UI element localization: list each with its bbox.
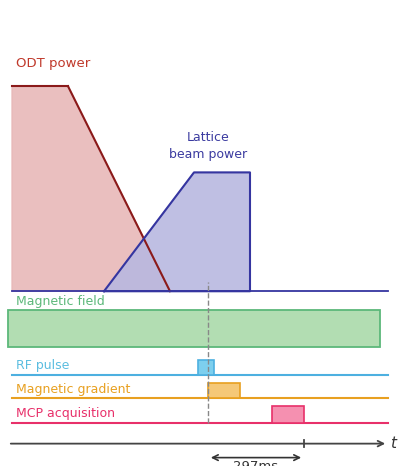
Text: Lattice: Lattice	[187, 131, 229, 144]
Text: RF pulse: RF pulse	[16, 359, 69, 372]
Text: Magnetic gradient: Magnetic gradient	[16, 383, 130, 396]
Bar	[272, 406, 304, 423]
Text: MCP acquisition: MCP acquisition	[16, 407, 115, 420]
Bar	[208, 383, 240, 398]
Text: ODT power: ODT power	[16, 57, 90, 70]
Polygon shape	[12, 86, 212, 291]
Bar	[198, 360, 214, 375]
Polygon shape	[104, 172, 250, 291]
Text: beam power: beam power	[169, 148, 247, 161]
Text: Magnetic field: Magnetic field	[16, 295, 105, 308]
Text: 297ms: 297ms	[234, 460, 278, 466]
Text: t: t	[390, 436, 396, 451]
Bar	[8, 310, 380, 347]
